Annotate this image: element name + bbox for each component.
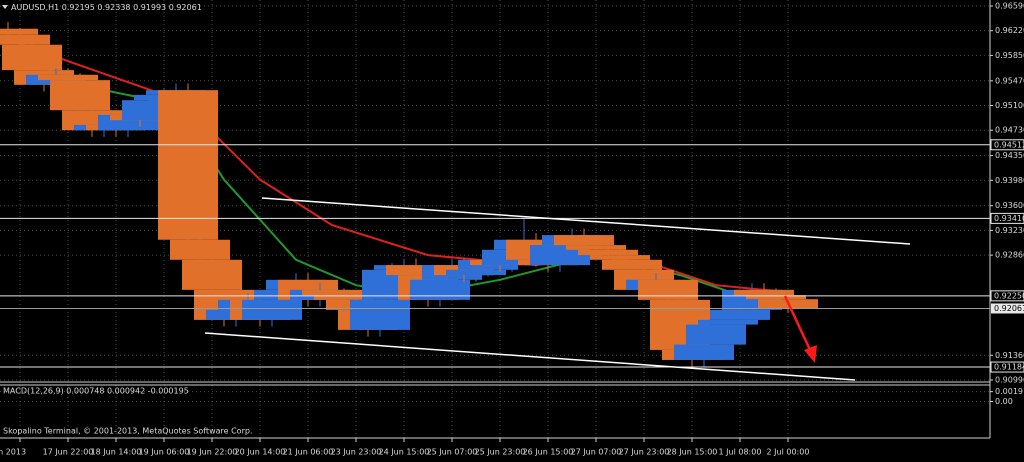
candle-body xyxy=(182,259,243,290)
x-tick-label: 24 Jun 15:00 xyxy=(379,448,430,457)
candle-body xyxy=(674,344,735,360)
marks xyxy=(0,22,990,368)
candle-body xyxy=(158,90,219,240)
candle-body xyxy=(446,269,507,276)
level-label-box xyxy=(990,139,1024,151)
candle-body xyxy=(410,279,471,300)
y-tick-label: 0.90990 xyxy=(995,376,1024,385)
candle-body xyxy=(0,28,39,35)
x-tick-label: 25 Jun 23:00 xyxy=(475,448,526,457)
x-tick-label: 26 Jun 15:00 xyxy=(523,448,574,457)
candle-body xyxy=(578,249,639,256)
x-tick-label: 21 Jun 06:00 xyxy=(283,448,334,457)
candle-body xyxy=(50,80,111,111)
symbol: AUDUSD,H1 xyxy=(11,3,59,12)
level-label-box xyxy=(990,361,1024,373)
candle-body xyxy=(710,309,771,320)
x-tick-label: 19 Jun 06:00 xyxy=(139,448,190,457)
x-tick-label: 27 Jun 07:00 xyxy=(571,448,622,457)
footer: Skopalino Terminal, © 2001-2013, MetaQuo… xyxy=(3,427,252,436)
macd-label: MACD(12,26,9) 0.000748 0.000942 -0.00019… xyxy=(3,387,189,396)
level-label: 0.91184 xyxy=(994,363,1024,372)
candle-body xyxy=(0,34,51,45)
level-label-box xyxy=(990,212,1024,224)
x-tick-label: 27 Jun 23:00 xyxy=(619,448,670,457)
candle-body xyxy=(686,324,747,345)
macd-tick-label: 0.00 xyxy=(995,397,1013,406)
candle-body xyxy=(530,245,591,266)
x-tick-label: 23 Jun 23:00 xyxy=(331,448,382,457)
candle-body xyxy=(38,74,99,81)
level-label: 0.92250 xyxy=(994,291,1024,300)
x-tick-label: 20 Jun 14:00 xyxy=(235,448,286,457)
arrow-head xyxy=(804,345,817,363)
candle-body xyxy=(566,245,627,250)
x-tick-label: 2 Jul 00:00 xyxy=(767,448,810,457)
chart-header: AUDUSD,H1 0.92195 0.92338 0.91993 0.9206… xyxy=(11,3,202,12)
current-price-box xyxy=(991,303,1024,314)
candle-body xyxy=(602,259,663,270)
x-tick-label: 28 Jun 15:00 xyxy=(667,448,718,457)
x-tick-label: 19 Jun 22:00 xyxy=(187,448,238,457)
candle-body xyxy=(242,299,303,320)
x-tick-label: 18 Jun 14:00 xyxy=(91,448,142,457)
level-label-box xyxy=(990,290,1024,302)
candle-body xyxy=(554,235,615,246)
trendline xyxy=(261,197,911,245)
candle-body xyxy=(590,255,651,260)
x-tick-label: 17 Jun 2013 xyxy=(0,448,26,457)
ohlc-high: 0.92338 xyxy=(97,3,130,12)
arrow xyxy=(783,295,813,353)
x-tick-label: 1 Jul 08:00 xyxy=(719,448,762,457)
level-label: 0.94512 xyxy=(994,140,1024,149)
trendline xyxy=(204,332,856,381)
candle-body xyxy=(746,295,807,300)
candle-body xyxy=(350,299,411,330)
x-tick-label: 25 Jun 07:00 xyxy=(427,448,478,457)
candle-body xyxy=(170,239,231,260)
macd-tick-label: 0.001914 xyxy=(995,387,1024,396)
ohlc-low: 0.91993 xyxy=(133,3,166,12)
candle-body xyxy=(314,295,375,300)
grid xyxy=(0,0,990,438)
candle-body xyxy=(2,44,63,71)
candle-body xyxy=(734,289,795,296)
level-label: 0.93410 xyxy=(994,214,1024,223)
x-tick-label: 17 Jun 22:00 xyxy=(43,448,94,457)
ohlc-close: 0.92061 xyxy=(169,3,202,12)
candle-body xyxy=(386,265,447,276)
current-price-label: 0.92061 xyxy=(994,304,1024,313)
candle-body xyxy=(638,279,699,300)
candle-body xyxy=(698,319,759,325)
menu-icon xyxy=(2,5,8,9)
ohlc-open: 0.92195 xyxy=(62,3,95,12)
candle-body xyxy=(302,289,363,296)
